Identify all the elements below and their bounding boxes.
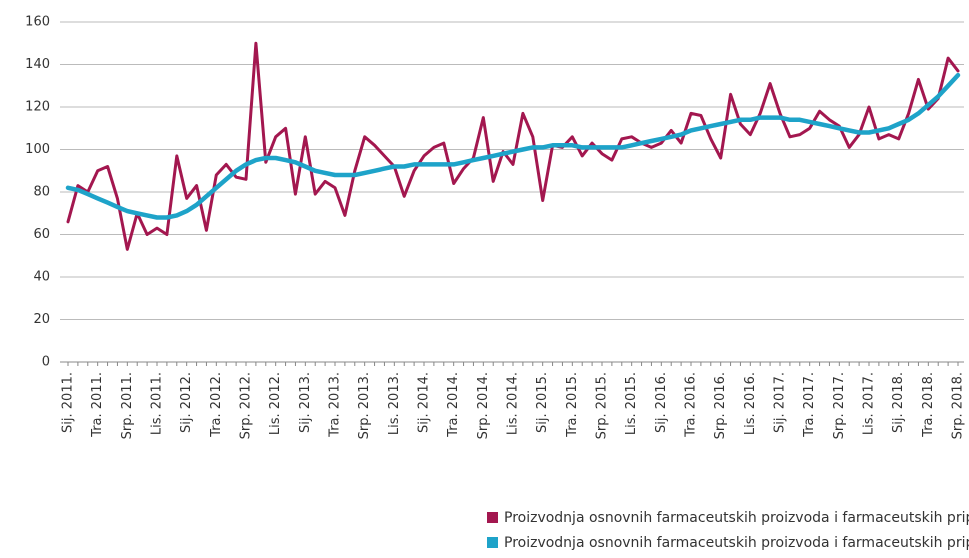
y-tick-label: 0 [42, 355, 50, 370]
legend-label: Proizvodnja osnovnih farmaceutskih proiz… [504, 535, 969, 551]
y-tick-label: 140 [25, 57, 50, 72]
x-tick-label: Sij. 2015. [535, 372, 550, 433]
x-tick-label: Tra. 2014. [446, 372, 461, 438]
y-tick-label: 40 [33, 270, 50, 285]
x-tick-label: Srp. 2012. [239, 372, 254, 439]
x-tick-label: Tra. 2013. [328, 372, 343, 438]
x-tick-label: Srp. 2013. [357, 372, 372, 439]
y-tick-label: 160 [25, 15, 50, 30]
x-tick-label: Tra. 2018. [921, 372, 936, 438]
x-tick-label: Lis. 2011. [150, 372, 165, 435]
y-tick-label: 20 [33, 312, 50, 327]
y-tick-label: 80 [33, 185, 50, 200]
y-tick-label: 60 [33, 227, 50, 242]
x-tick-label: Srp. 2016. [713, 372, 728, 439]
x-tick-label: Sij. 2017. [773, 372, 788, 433]
x-tick-label: Lis. 2015. [624, 372, 639, 435]
y-tick-label: 100 [25, 142, 50, 157]
legend-swatch [487, 512, 498, 523]
x-tick-label: Sij. 2013. [298, 372, 313, 433]
legend-label: Proizvodnja osnovnih farmaceutskih proiz… [504, 510, 969, 526]
x-tick-label: Tra. 2017. [802, 372, 817, 438]
x-tick-label: Srp. 2011. [120, 372, 135, 439]
x-tick-label: Tra. 2016. [684, 372, 699, 438]
x-tick-label: Tra. 2012. [209, 372, 224, 438]
x-tick-label: Sij. 2016. [654, 372, 669, 433]
x-tick-label: Srp. 2017. [832, 372, 847, 439]
x-tick-label: Tra. 2015. [565, 372, 580, 438]
x-tick-label: Lis. 2017. [862, 372, 877, 435]
legend-swatch [487, 537, 498, 548]
x-tick-label: Sij. 2011. [61, 372, 76, 433]
series-line [66, 41, 960, 251]
x-tick-label: Srp. 2014. [476, 372, 491, 439]
x-tick-label: Lis. 2013. [387, 372, 402, 435]
x-tick-label: Srp. 2015. [595, 372, 610, 439]
y-tick-label: 120 [25, 100, 50, 115]
x-tick-label: Lis. 2016. [743, 372, 758, 435]
x-tick-label: Sij. 2018. [891, 372, 906, 433]
series-line [65, 72, 961, 220]
x-tick-label: Lis. 2012. [268, 372, 283, 435]
x-tick-label: Sij. 2014. [417, 372, 432, 433]
x-tick-label: Sij. 2012. [179, 372, 194, 433]
x-tick-label: Tra. 2011. [90, 372, 105, 438]
x-tick-label: Lis. 2014. [506, 372, 521, 435]
x-tick-label: Srp. 2018. [951, 372, 966, 439]
